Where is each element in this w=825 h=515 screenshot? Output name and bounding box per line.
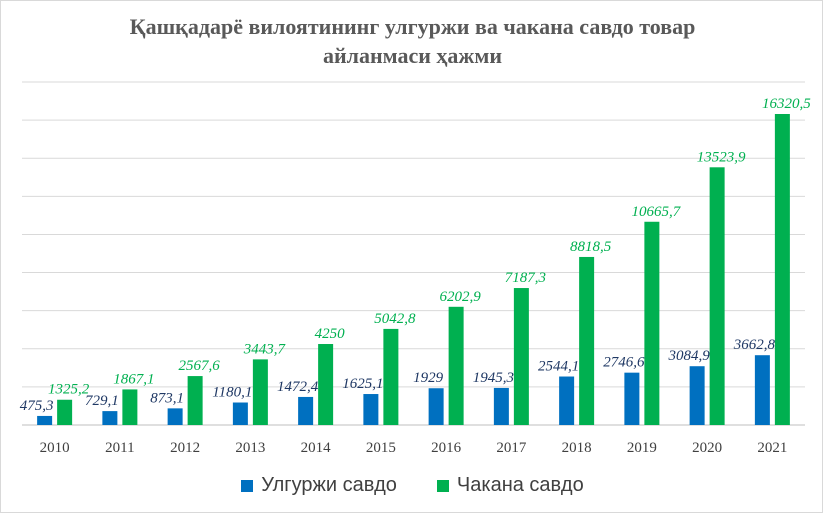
bar-retail	[383, 328, 399, 425]
data-label-retail: 4250	[315, 326, 346, 342]
data-label-retail: 3443,7	[243, 341, 287, 357]
data-label-wholesale: 1625,1	[342, 376, 383, 392]
bar-wholesale	[428, 388, 444, 425]
x-tick-label: 2019	[627, 440, 657, 456]
x-tick-labels: 2010 2011 2012 2013 2014 2015 2016 2017 2018 2019…	[40, 440, 788, 456]
bar-wholesale	[363, 394, 379, 425]
chart-title: Қашқадарё вилоятининг улгуржи ва чакана …	[129, 14, 696, 68]
bar-retail	[644, 221, 660, 425]
bar-retail	[513, 288, 529, 425]
data-label-retail: 13523,9	[697, 149, 746, 165]
x-tick-label: 2018	[562, 440, 592, 456]
data-label-wholesale: 1472,4	[277, 379, 319, 395]
bar-wholesale	[754, 355, 770, 425]
data-label-retail: 7187,3	[505, 270, 546, 286]
x-tick-label: 2015	[366, 440, 396, 456]
x-tick-label: 2017	[496, 440, 527, 456]
bar-wholesale	[298, 396, 314, 425]
legend-label-retail: Чакана савдо	[456, 474, 584, 496]
bar-retail	[579, 256, 595, 425]
data-label-wholesale: 3084,9	[668, 348, 711, 364]
data-label-wholesale: 2544,1	[538, 359, 579, 375]
data-label-wholesale: 1180,1	[212, 385, 252, 401]
bar-retail	[709, 167, 725, 426]
bars	[37, 114, 790, 426]
bar-retail	[187, 376, 203, 425]
data-label-wholesale: 475,3	[20, 398, 54, 414]
data-label-retail: 2567,6	[179, 358, 221, 374]
x-tick-label: 2013	[235, 440, 265, 456]
x-tick-label: 2014	[301, 440, 332, 456]
gridlines	[22, 81, 805, 426]
bar-retail	[122, 389, 138, 425]
data-label-retail: 1867,1	[113, 371, 154, 387]
bar-wholesale	[232, 402, 248, 425]
bar-wholesale	[689, 366, 705, 425]
legend-swatch-wholesale	[241, 479, 254, 492]
data-label-retail: 8818,5	[570, 239, 612, 255]
bar-wholesale	[167, 408, 183, 425]
data-label-wholesale: 729,1	[85, 393, 119, 409]
x-tick-label: 2010	[40, 440, 70, 456]
bar-retail	[774, 114, 790, 425]
x-tick-label: 2016	[431, 440, 462, 456]
x-tick-label: 2012	[170, 440, 200, 456]
x-tick-label: 2020	[692, 440, 722, 456]
data-label-wholesale: 1945,3	[473, 370, 514, 386]
bar-wholesale	[37, 415, 53, 425]
bar-wholesale	[102, 411, 118, 425]
data-label-wholesale: 1929	[413, 370, 444, 386]
data-label-wholesale: 2746,6	[603, 355, 645, 371]
data-label-retail: 5042,8	[374, 311, 416, 327]
bar-retail	[57, 399, 73, 425]
data-label-retail: 1325,2	[48, 382, 90, 398]
data-label-retail: 6202,9	[440, 289, 482, 305]
data-label-retail: 10665,7	[632, 204, 682, 220]
data-label-wholesale: 3662,8	[733, 337, 776, 353]
bar-wholesale	[493, 387, 509, 425]
legend-item-wholesale: Улгуржи савдо	[241, 474, 397, 497]
bar-wholesale	[559, 376, 575, 425]
legend-swatch-retail	[436, 479, 449, 492]
bar-retail	[448, 306, 464, 425]
data-label-wholesale: 873,1	[150, 390, 184, 406]
legend-item-retail: Чакана савдо	[436, 474, 584, 497]
legend: Улгуржи савдо Чакана савдо	[0, 474, 825, 497]
x-tick-label: 2021	[757, 440, 787, 456]
data-label-retail: 16320,5	[762, 96, 811, 112]
bar-retail	[318, 344, 334, 425]
legend-label-wholesale: Улгуржи савдо	[261, 474, 397, 496]
bar-retail	[252, 359, 268, 425]
bar-wholesale	[624, 372, 640, 425]
x-tick-label: 2011	[105, 440, 134, 456]
